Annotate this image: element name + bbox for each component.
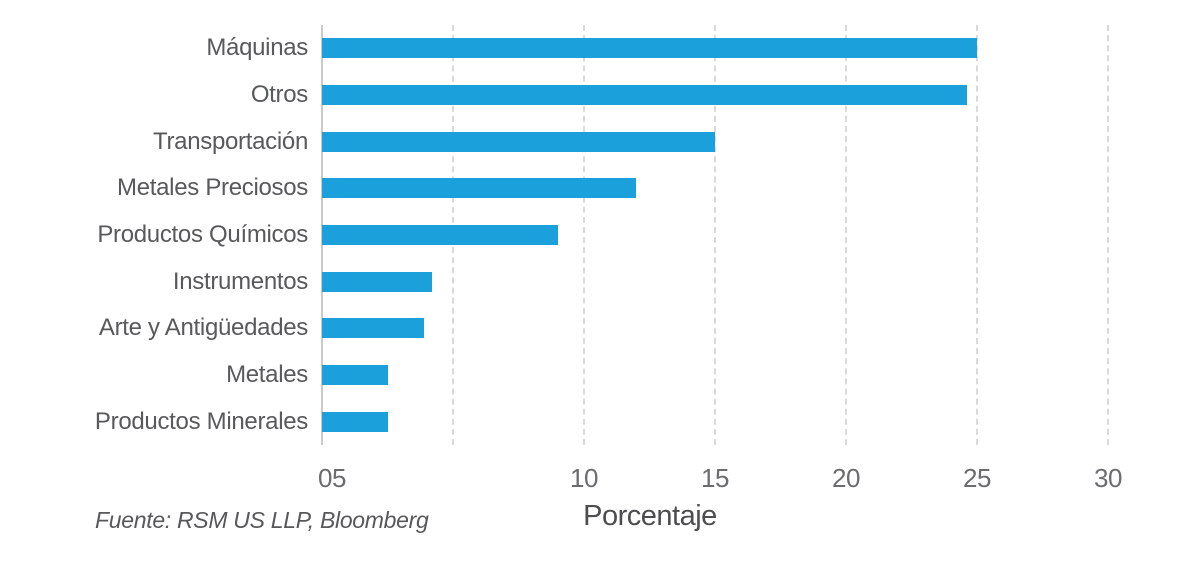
x-tick-label: 30 [1094,463,1122,493]
x-tick-label: 25 [963,463,991,493]
gridline-x-30 [1107,25,1109,445]
x-tick-label: 10 [570,463,598,493]
bar [322,85,967,105]
x-tick-label: 20 [832,463,860,493]
gridline-x-15 [714,25,716,445]
bar [322,178,637,199]
bar [322,225,558,245]
category-label: Productos Químicos [97,221,308,248]
category-label: Arte y Antigüedades [98,314,308,342]
source-note: Fuente: RSM US LLP, Bloomberg [95,507,429,533]
x-tick-label: 15 [701,463,729,493]
category-label: Máquinas [206,34,308,62]
x-tick-label: 05 [318,463,346,493]
bar [322,411,388,432]
gridline-x-20 [845,25,847,445]
bar [322,271,433,292]
x-axis-title: Porcentaje [583,500,717,532]
bar [322,365,388,385]
bar [322,38,977,59]
gridline-x-25 [976,25,978,445]
category-label: Instrumentos [172,267,308,295]
category-label: Metales [226,361,308,388]
category-label: Metales Preciosos [117,174,308,202]
category-label: Productos Minerales [94,407,308,435]
gridline-x-10 [583,25,585,445]
category-label: Transportación [153,127,308,155]
bar [322,318,425,339]
bar [322,131,715,152]
category-label: Otros [250,81,308,108]
